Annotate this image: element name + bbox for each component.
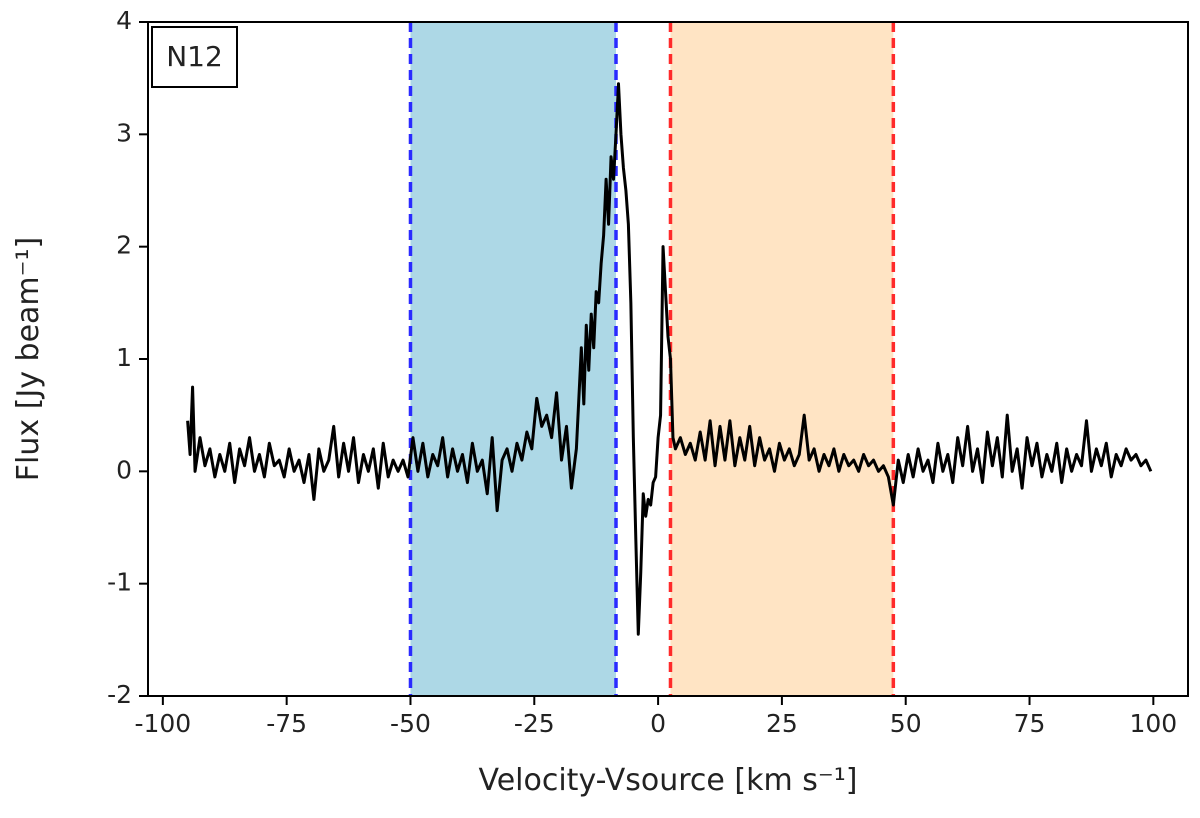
y-axis-label: Flux [Jy beam⁻¹] <box>11 237 46 481</box>
spectrum-line <box>186 82 1153 636</box>
y-tick-label: 2 <box>116 231 132 260</box>
y-tick-label: 1 <box>116 343 132 372</box>
plot <box>186 82 1153 636</box>
y-tick-label: -1 <box>107 568 132 597</box>
x-axis-label: Velocity-Vsource [km s⁻¹] <box>479 763 858 798</box>
x-tick-label: 50 <box>890 709 922 738</box>
x-tick-label: -50 <box>390 709 431 738</box>
x-tick-label: 25 <box>766 709 798 738</box>
x-tick-label: 100 <box>1129 709 1177 738</box>
y-tick-label: 3 <box>116 118 132 147</box>
x-tick-label: 0 <box>650 709 666 738</box>
x-tick-label: -100 <box>134 709 191 738</box>
y-tick-label: 0 <box>116 455 132 484</box>
x-tick-label: -75 <box>266 709 307 738</box>
x-tick-label: 75 <box>1014 709 1046 738</box>
plot-frame <box>147 21 1189 697</box>
spans <box>408 22 896 696</box>
y-tick-label: 4 <box>116 6 132 35</box>
annotation: N12 <box>166 40 223 73</box>
annotation-box <box>151 26 238 88</box>
y-tick-label: -2 <box>107 680 132 709</box>
shaded-span <box>670 22 894 696</box>
x-tick-label: -25 <box>514 709 555 738</box>
